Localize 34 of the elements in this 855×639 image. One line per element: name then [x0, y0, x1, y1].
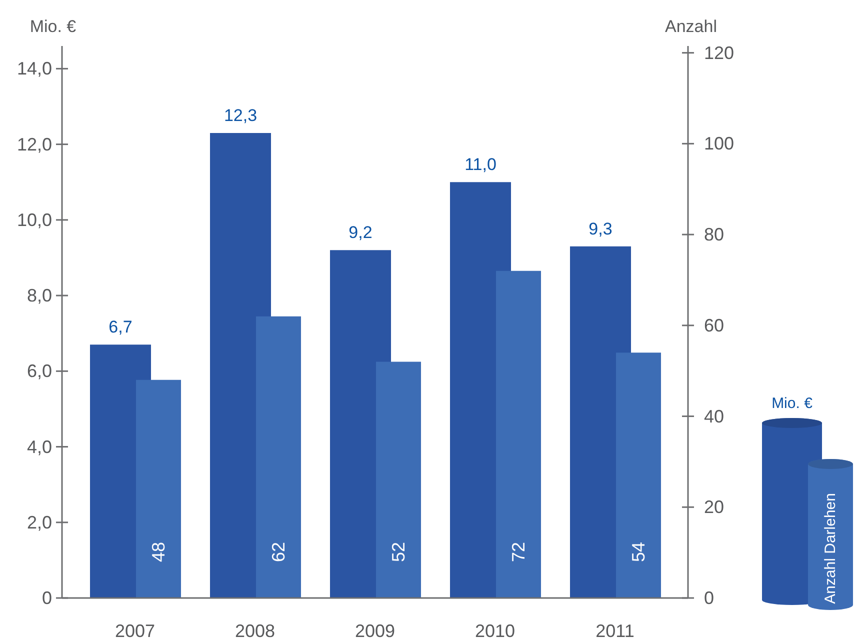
y-tick-label: 10,0: [16, 210, 52, 230]
data-label: 9,3: [588, 219, 612, 238]
x-tick-label: 2011: [596, 620, 634, 639]
data-label: 52: [388, 542, 408, 562]
y-axis-title: Mio. €: [30, 17, 77, 36]
y-tick-label: 12,0: [16, 134, 52, 154]
data-label: 11,0: [464, 155, 496, 174]
data-label: 62: [268, 542, 288, 562]
data-label: 72: [508, 542, 528, 562]
y-tick-label: 8,0: [26, 286, 52, 306]
y2-tick-label: 60: [704, 315, 724, 336]
y-tick-label: 2,0: [26, 512, 52, 532]
data-label: 12,3: [224, 106, 258, 125]
text: Mio. €: [770, 395, 814, 413]
x-tick-label: 2010: [474, 620, 516, 639]
y-tick-label: 4,0: [26, 436, 52, 457]
data-label: 54: [628, 542, 648, 562]
y2-tick-label: 40: [704, 406, 724, 426]
y2-axis-title: Anzahl: [665, 17, 717, 36]
y2-tick-label: 80: [704, 224, 724, 245]
text: Anzahl Darlehen: [822, 493, 840, 604]
data-label: 48: [148, 542, 168, 562]
y-tick-label: 14,0: [16, 58, 52, 79]
x-tick-label: 2007: [114, 620, 156, 639]
x-tick-label: 2008: [234, 620, 276, 639]
data-label: 6,7: [108, 318, 132, 337]
x-tick-label: 2009: [354, 620, 396, 639]
y2-tick-label: 100: [704, 134, 734, 154]
y-tick-label: 6,0: [26, 361, 52, 382]
y-tick-label: 0: [42, 588, 52, 608]
y2-tick-label: 120: [704, 42, 734, 63]
y2-tick-label: 20: [704, 497, 724, 518]
data-label: 9,2: [348, 223, 372, 242]
y2-tick-label: 0: [704, 588, 714, 608]
